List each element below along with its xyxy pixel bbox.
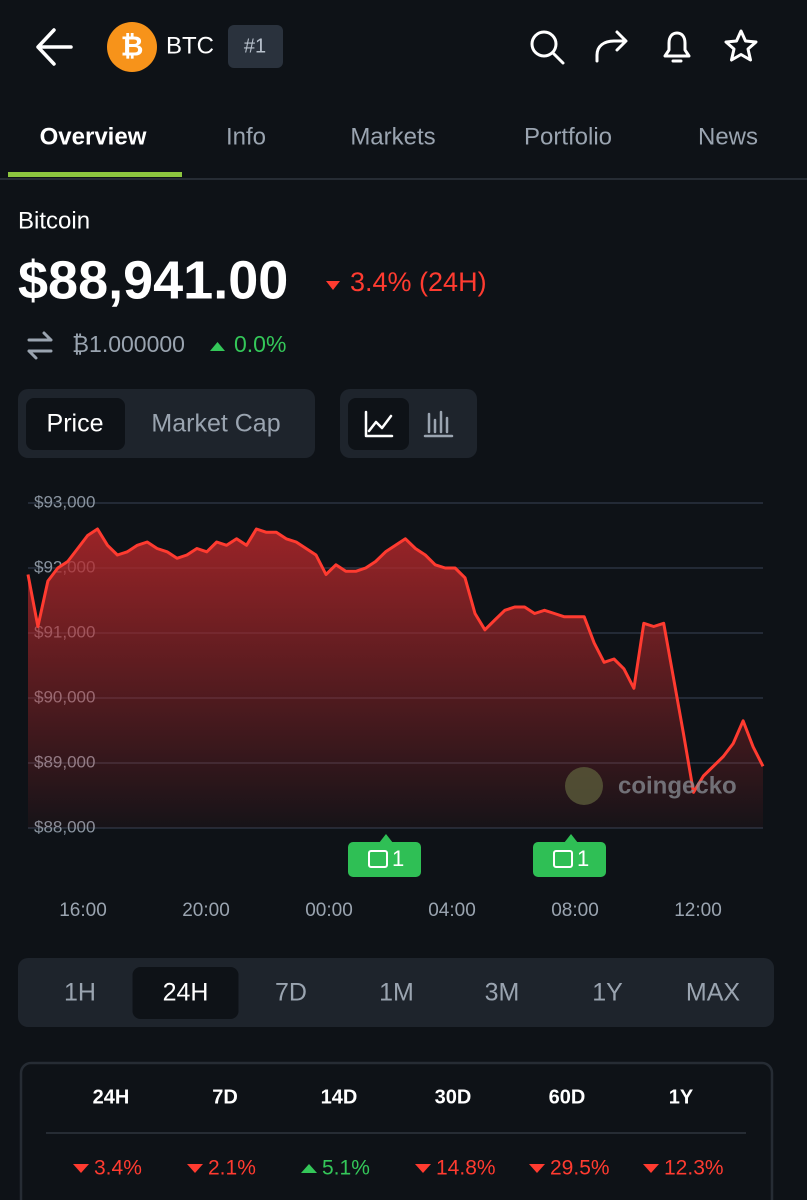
x-tick-label: 16:00	[59, 900, 107, 921]
btc-price: ₿1.000000	[72, 331, 185, 357]
performance-table	[19, 1061, 774, 1200]
y-tick-label: $93,000	[34, 492, 95, 511]
price-chart: $93,000$92,000$91,000$90,000$89,000$88,0…	[26, 492, 765, 921]
range-active	[132, 967, 239, 1019]
news-icon	[368, 850, 388, 868]
btc-change: 0.0%	[234, 331, 286, 357]
search-icon[interactable]	[530, 30, 565, 65]
coin-logo: ₿	[107, 22, 157, 72]
period-change: 2.1%	[208, 1157, 256, 1180]
news-count: 1	[577, 846, 589, 871]
period-header: 60D	[549, 1086, 586, 1108]
range-button[interactable]: 1H	[64, 979, 96, 1007]
range-button[interactable]: 1Y	[592, 979, 623, 1007]
line-chart-icon	[364, 410, 394, 438]
period-header: 14D	[321, 1086, 358, 1108]
watermark-logo	[565, 767, 603, 805]
down-arrow	[326, 281, 340, 290]
rank-badge	[228, 25, 283, 68]
news-count: 1	[392, 846, 404, 871]
tab[interactable]: Info	[226, 123, 266, 150]
tab-divider	[0, 178, 807, 180]
period-header: 1Y	[669, 1086, 694, 1108]
swap-icon	[27, 331, 53, 360]
range-button[interactable]: MAX	[686, 979, 741, 1007]
news-marker[interactable]	[533, 842, 606, 877]
range-button[interactable]: 1M	[379, 979, 414, 1007]
tab-underline	[8, 172, 182, 177]
x-tick-label: 12:00	[674, 900, 722, 921]
news-pointer[interactable]	[379, 834, 393, 843]
toggle-active	[26, 398, 125, 450]
share-icon[interactable]	[595, 30, 628, 63]
period-change: 5.1%	[322, 1157, 370, 1180]
period-header: 7D	[212, 1086, 238, 1108]
period-change: 3.4%	[94, 1157, 142, 1180]
toggle-label[interactable]: Price	[47, 410, 104, 438]
star-icon[interactable]	[724, 29, 758, 62]
rank-text: #1	[244, 35, 266, 57]
period-change: 12.3%	[664, 1157, 724, 1180]
tab-bar: Overview Info Markets Portfolio News	[8, 123, 758, 177]
news-pointer[interactable]	[564, 834, 578, 843]
watermark: coingecko	[618, 772, 737, 799]
tab[interactable]: Overview	[40, 123, 147, 150]
x-tick-label: 04:00	[428, 900, 476, 921]
table-divider	[46, 1132, 746, 1134]
bell-icon[interactable]	[663, 31, 691, 63]
range-button[interactable]: 3M	[485, 979, 520, 1007]
period-header: 30D	[435, 1086, 472, 1108]
period-change: 14.8%	[436, 1157, 496, 1180]
price-change: 3.4% (24H)	[350, 267, 487, 297]
down-arrow	[643, 1164, 659, 1173]
price-line	[26, 527, 765, 794]
period-change: 29.5%	[550, 1157, 610, 1180]
period-header: 24H	[93, 1086, 130, 1108]
down-arrow	[73, 1164, 89, 1173]
down-arrow	[187, 1164, 203, 1173]
area-fill	[28, 529, 763, 828]
x-tick-label: 00:00	[305, 900, 353, 921]
back-button[interactable]	[36, 28, 73, 66]
tab[interactable]: Portfolio	[524, 123, 612, 150]
svg-text:₿: ₿	[121, 30, 144, 61]
news-icon	[553, 850, 573, 868]
down-arrow	[529, 1164, 545, 1173]
tab[interactable]: Markets	[350, 123, 435, 150]
metric-toggle-items: Price Market Cap	[26, 398, 281, 450]
tab[interactable]: News	[698, 123, 758, 150]
toggle-label[interactable]: Market Cap	[151, 410, 280, 438]
coin-symbol: BTC	[166, 32, 214, 59]
coin-name: Bitcoin	[18, 207, 90, 234]
performance-rows: 24H 3.4% 7D 2.1% 14D 5.1% 30D 14.8% 60D 29.5% 1Y 12…	[73, 1086, 724, 1180]
down-arrow	[415, 1164, 431, 1173]
up-arrow	[301, 1164, 317, 1173]
x-tick-label: 08:00	[551, 900, 599, 921]
news-marker[interactable]	[348, 842, 421, 877]
range-button[interactable]: 7D	[275, 979, 307, 1007]
range-button[interactable]: 24H	[163, 979, 209, 1007]
up-arrow	[210, 342, 225, 351]
coin-price: $88,941.00	[18, 250, 288, 310]
range-buttons: 1H 24H 7D 1M 3M 1Y MAX	[64, 967, 740, 1019]
candle-chart-button[interactable]	[423, 410, 454, 438]
x-tick-label: 20:00	[182, 900, 230, 921]
